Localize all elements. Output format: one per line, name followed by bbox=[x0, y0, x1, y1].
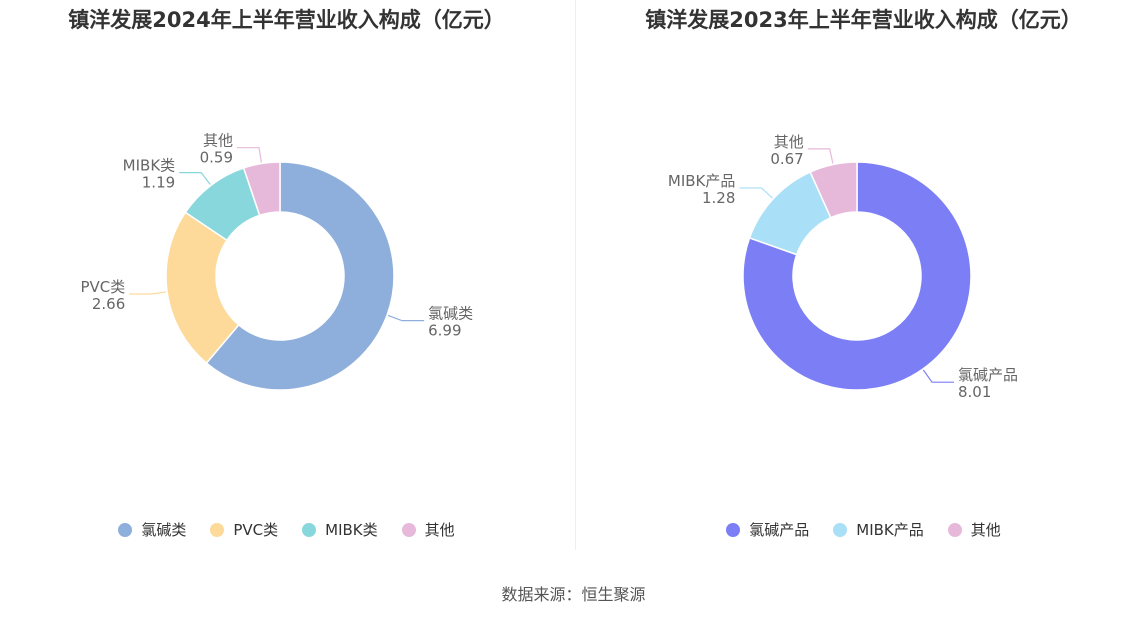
chart-title-2023: 镇洋发展2023年上半年营业收入构成（亿元） bbox=[645, 8, 1082, 32]
legend-item-chlor-alkali-2024[interactable]: 氯碱类 bbox=[118, 519, 186, 540]
slice-chlor-alkali-products-2023[interactable] bbox=[742, 161, 972, 391]
legend-item-other-2024[interactable]: 其他 bbox=[401, 519, 455, 540]
chart-panel-2023: 镇洋发展2023年上半年营业收入构成（亿元） 氯碱产品 8.01 MIBK产品 1.2… bbox=[577, 0, 1147, 560]
data-source-note: 数据来源：恒生聚源 bbox=[501, 585, 646, 604]
leader-line-mibk-2024 bbox=[179, 172, 211, 185]
slice-other-2024[interactable] bbox=[242, 161, 281, 217]
slice-label-chlor-alkali-products-2023: 氯碱产品 bbox=[958, 366, 1018, 384]
panel-divider bbox=[575, 0, 576, 550]
slice-value-mibk-products-2023: 1.28 bbox=[702, 189, 735, 207]
leader-line-mibk-products-2023 bbox=[739, 187, 773, 199]
legend-label: PVC类 bbox=[233, 521, 279, 539]
legend-swatch bbox=[210, 522, 225, 537]
slice-value-pvc-2024: 2.66 bbox=[92, 295, 125, 313]
slice-value-mibk-2024: 1.19 bbox=[142, 174, 175, 192]
slice-label-chlor-alkali-2024: 氯碱类 bbox=[428, 305, 473, 323]
legend-swatch bbox=[726, 522, 741, 537]
slice-other-2023[interactable] bbox=[809, 161, 858, 219]
slice-value-other-2023: 0.67 bbox=[770, 150, 803, 168]
legend-swatch bbox=[401, 522, 416, 537]
legend-item-mibk-products-2023[interactable]: MIBK产品 bbox=[833, 519, 924, 540]
chart-title-2024: 镇洋发展2024年上半年营业收入构成（亿元） bbox=[68, 8, 505, 32]
slice-value-chlor-alkali-products-2023: 8.01 bbox=[958, 383, 991, 401]
slice-label-other-2023: 其他 bbox=[774, 133, 804, 151]
leader-line-chlor-alkali-2024 bbox=[387, 314, 425, 322]
slice-label-mibk-2024: MIBK类 bbox=[123, 157, 176, 175]
legend-swatch bbox=[947, 522, 962, 537]
leader-line-other-2024 bbox=[237, 147, 263, 163]
legend-2024: 氯碱类 PVC类 MIBK类 其他 bbox=[0, 519, 573, 540]
legend-item-other-2023[interactable]: 其他 bbox=[947, 519, 1001, 540]
leader-line-other-2023 bbox=[807, 148, 834, 164]
legend-2023: 氯碱产品 MIBK产品 其他 bbox=[577, 519, 1147, 540]
legend-label: 其他 bbox=[970, 521, 1001, 539]
slice-chlor-alkali-2024[interactable] bbox=[205, 161, 395, 391]
legend-label: MIBK产品 bbox=[856, 521, 924, 539]
legend-item-pvc-2024[interactable]: PVC类 bbox=[210, 519, 278, 540]
legend-label: 氯碱类 bbox=[141, 521, 187, 539]
chart-panel-2024: 镇洋发展2024年上半年营业收入构成（亿元） 氯碱类 6.99 PVC类 2.66 MI… bbox=[0, 0, 573, 560]
leader-line-pvc-2024 bbox=[129, 291, 167, 295]
legend-item-chlor-alkali-products-2023[interactable]: 氯碱产品 bbox=[726, 519, 809, 540]
slice-value-chlor-alkali-2024: 6.99 bbox=[428, 322, 461, 340]
slice-label-pvc-2024: PVC类 bbox=[80, 278, 125, 296]
slice-label-mibk-products-2023: MIBK产品 bbox=[668, 172, 736, 190]
leader-line-chlor-alkali-products-2023 bbox=[922, 369, 955, 383]
legend-swatch bbox=[302, 522, 317, 537]
legend-label: 其他 bbox=[424, 521, 455, 539]
legend-label: MIBK类 bbox=[325, 521, 378, 539]
legend-swatch bbox=[118, 522, 133, 537]
legend-swatch bbox=[833, 522, 848, 537]
legend-label: 氯碱产品 bbox=[749, 521, 810, 539]
legend-item-mibk-2024[interactable]: MIBK类 bbox=[302, 519, 378, 540]
slice-value-other-2024: 0.59 bbox=[200, 149, 233, 167]
slice-label-other-2024: 其他 bbox=[203, 132, 233, 150]
